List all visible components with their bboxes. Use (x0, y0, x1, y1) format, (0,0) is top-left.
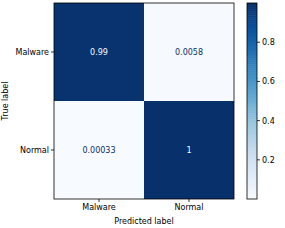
cell-label: 1 (186, 146, 191, 155)
colorbar-tick (257, 81, 260, 82)
cell-labels: 0.99 0.0058 0.00033 1 (82, 48, 203, 155)
colorbar-frame (247, 3, 257, 199)
cell (54, 3, 144, 101)
cell-label: 0.00033 (82, 146, 115, 155)
cells (54, 3, 234, 199)
colorbar-tick (257, 42, 260, 43)
cell-label: 0.0058 (175, 48, 203, 57)
x-tick (99, 199, 100, 202)
x-tick-label: Normal (175, 203, 204, 212)
y-tick (51, 52, 54, 53)
chart: 0.99 0.0058 0.00033 1 Malware Normal Malware No… (0, 0, 285, 228)
y-axis-label: True label (1, 82, 10, 122)
colorbar-tick (257, 120, 260, 121)
colorbar-tick-label: 0.8 (262, 38, 275, 47)
cell (144, 3, 234, 101)
x-tick-label: Malware (82, 203, 116, 212)
x-axis-label: Predicted label (114, 217, 173, 226)
colorbar-tick (257, 159, 260, 160)
colorbar-tick-label: 0.4 (262, 117, 275, 126)
colorbar-tick-label: 0.6 (262, 77, 275, 86)
colorbar-tick-label: 0.2 (262, 156, 275, 165)
y-tick (51, 150, 54, 151)
x-tick (189, 199, 190, 202)
colorbar (247, 3, 257, 200)
y-tick-label: Malware (15, 48, 49, 57)
cell-label: 0.99 (90, 48, 108, 57)
cell (54, 101, 144, 199)
cell (144, 101, 234, 199)
frame (54, 3, 234, 199)
y-tick-label: Normal (20, 146, 49, 155)
